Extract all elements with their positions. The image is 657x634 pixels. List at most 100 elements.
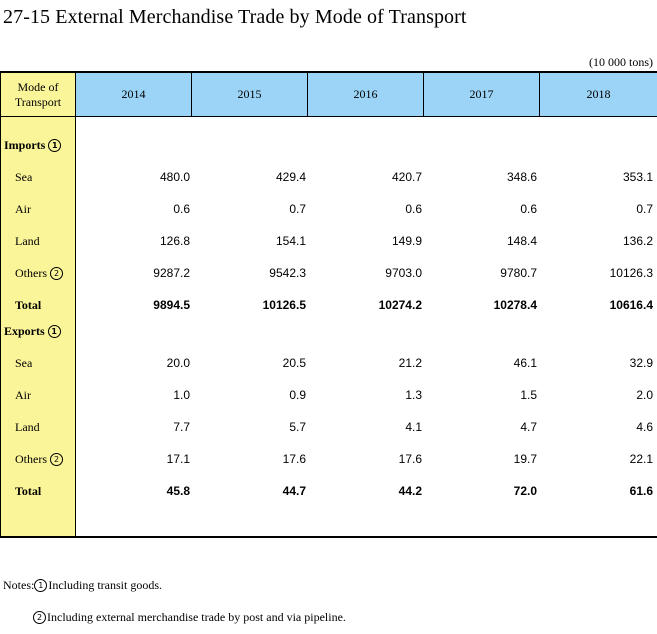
imports-land-value-2018: 136.2 <box>622 234 653 248</box>
imports-others-value-2017: 9780.7 <box>500 266 537 280</box>
exports-others-value-2018: 22.1 <box>629 452 653 466</box>
exports-total-value-2014: 45.8 <box>166 484 190 498</box>
imports-heading-label: Imports 1 <box>0 135 80 155</box>
note1-text: Including transit goods. <box>48 578 162 592</box>
exports-total-label: Total <box>0 481 91 501</box>
exports-heading-note-marker-icon: 1 <box>47 325 61 338</box>
note-1: Notes: 1 Including transit goods. <box>3 578 162 593</box>
exports-air-row: Air 1.0 0.9 1.3 1.5 2.0 <box>0 385 657 405</box>
page-title: 27-15 External Merchandise Trade by Mode… <box>3 6 467 28</box>
imports-air-value-2015: 0.7 <box>289 202 306 216</box>
imports-sea-value-2017: 348.6 <box>506 170 537 184</box>
header-stub-line2: Transport <box>14 94 62 109</box>
imports-sea-value-2015: 429.4 <box>275 170 306 184</box>
imports-land-value-2016: 149.9 <box>391 234 422 248</box>
note1-marker-icon: 1 <box>34 579 48 592</box>
imports-others-value-2014: 9287.2 <box>153 266 190 280</box>
exports-air-value-2016: 1.3 <box>405 388 422 402</box>
imports-total-row: Total 9894.5 10126.5 10274.2 10278.4 10616.4 <box>0 295 657 315</box>
header-year-2014: 2014 <box>76 73 192 116</box>
exports-land-value-2017: 4.7 <box>520 420 537 434</box>
header-year-2016: 2016 <box>308 73 424 116</box>
imports-total-label-text: Total <box>15 298 42 312</box>
imports-others-note-marker-icon: 2 <box>50 267 63 280</box>
exports-total-label-text: Total <box>15 484 42 498</box>
exports-land-label: Land <box>0 417 91 437</box>
imports-sea-row: Sea 480.0 429.4 420.7 348.6 353.1 <box>0 167 657 187</box>
exports-land-label-text: Land <box>15 420 40 434</box>
exports-total-value-2015: 44.7 <box>282 484 306 498</box>
exports-sea-value-2017: 46.1 <box>513 356 537 370</box>
imports-sea-value-2018: 353.1 <box>622 170 653 184</box>
imports-others-value-2015: 9542.3 <box>269 266 306 280</box>
imports-sea-value-2016: 420.7 <box>391 170 422 184</box>
exports-sea-value-2018: 32.9 <box>629 356 653 370</box>
note2-text: Including external merchandise trade by … <box>47 610 346 624</box>
imports-land-row: Land 126.8 154.1 149.9 148.4 136.2 <box>0 231 657 251</box>
exports-sea-label-text: Sea <box>15 356 33 370</box>
exports-air-value-2017: 1.5 <box>520 388 537 402</box>
table-header-row: Mode of Transport 2014 2015 2016 2017 20… <box>0 73 657 117</box>
imports-heading-row: Imports 1 <box>0 135 657 155</box>
imports-total-value-2014: 9894.5 <box>153 298 190 312</box>
imports-others-label: Others 2 <box>0 263 91 283</box>
exports-others-row: Others 2 17.1 17.6 17.6 19.7 22.1 <box>0 449 657 469</box>
exports-land-value-2016: 4.1 <box>405 420 422 434</box>
imports-air-value-2018: 0.7 <box>636 202 653 216</box>
exports-land-row: Land 7.7 5.7 4.1 4.7 4.6 <box>0 417 657 437</box>
exports-sea-value-2015: 20.5 <box>282 356 306 370</box>
exports-total-value-2018: 61.6 <box>629 484 653 498</box>
header-year-2018: 2018 <box>540 73 657 116</box>
header-mode-of-transport: Mode of Transport <box>0 73 76 116</box>
exports-land-value-2015: 5.7 <box>289 420 306 434</box>
exports-total-value-2016: 44.2 <box>398 484 422 498</box>
imports-air-row: Air 0.6 0.7 0.6 0.6 0.7 <box>0 199 657 219</box>
note2-marker-icon: 2 <box>33 611 46 624</box>
header-year-2017: 2017 <box>424 73 540 116</box>
exports-heading-label: Exports 1 <box>0 321 80 341</box>
imports-land-value-2015: 154.1 <box>275 234 306 248</box>
exports-heading-label-text: Exports <box>4 324 45 338</box>
imports-total-value-2016: 10274.2 <box>378 298 422 312</box>
exports-others-value-2014: 17.1 <box>166 452 190 466</box>
imports-others-row: Others 2 9287.2 9542.3 9703.0 9780.7 10126.3 <box>0 263 657 283</box>
imports-others-value-2016: 9703.0 <box>385 266 422 280</box>
imports-others-label-text: Others <box>15 266 47 280</box>
exports-sea-value-2016: 21.2 <box>398 356 422 370</box>
exports-others-value-2016: 17.6 <box>398 452 422 466</box>
imports-total-value-2017: 10278.4 <box>493 298 537 312</box>
imports-sea-label-text: Sea <box>15 170 33 184</box>
imports-total-value-2018: 10616.4 <box>609 298 653 312</box>
exports-total-row: Total 45.8 44.7 44.2 72.0 61.6 <box>0 481 657 501</box>
imports-air-value-2014: 0.6 <box>173 202 190 216</box>
exports-others-label-text: Others <box>15 452 47 466</box>
exports-others-note-marker-icon: 2 <box>50 453 63 466</box>
imports-sea-label: Sea <box>0 167 91 187</box>
imports-land-value-2014: 126.8 <box>159 234 190 248</box>
exports-others-value-2017: 19.7 <box>513 452 537 466</box>
exports-sea-label: Sea <box>0 353 91 373</box>
exports-sea-value-2014: 20.0 <box>166 356 190 370</box>
imports-heading-note-marker-icon: 1 <box>48 139 62 152</box>
exports-others-label: Others 2 <box>0 449 91 469</box>
imports-air-label: Air <box>0 199 91 219</box>
exports-air-value-2018: 2.0 <box>636 388 653 402</box>
exports-heading-row: Exports 1 <box>0 321 657 341</box>
exports-land-value-2014: 7.7 <box>173 420 190 434</box>
notes-prefix: Notes: <box>3 578 35 592</box>
imports-others-value-2018: 10126.3 <box>609 266 653 280</box>
exports-air-value-2014: 1.0 <box>173 388 190 402</box>
exports-air-label: Air <box>0 385 91 405</box>
imports-heading-label-text: Imports <box>4 138 46 152</box>
imports-air-value-2017: 0.6 <box>520 202 537 216</box>
trade-table: Mode of Transport 2014 2015 2016 2017 20… <box>0 71 657 538</box>
exports-others-value-2015: 17.6 <box>282 452 306 466</box>
imports-air-label-text: Air <box>15 202 31 216</box>
imports-total-value-2015: 10126.5 <box>262 298 306 312</box>
exports-land-value-2018: 4.6 <box>636 420 653 434</box>
header-year-2015: 2015 <box>192 73 308 116</box>
exports-total-value-2017: 72.0 <box>513 484 537 498</box>
imports-air-value-2016: 0.6 <box>405 202 422 216</box>
exports-air-value-2015: 0.9 <box>289 388 306 402</box>
note-2: 2 Including external merchandise trade by… <box>33 610 346 625</box>
